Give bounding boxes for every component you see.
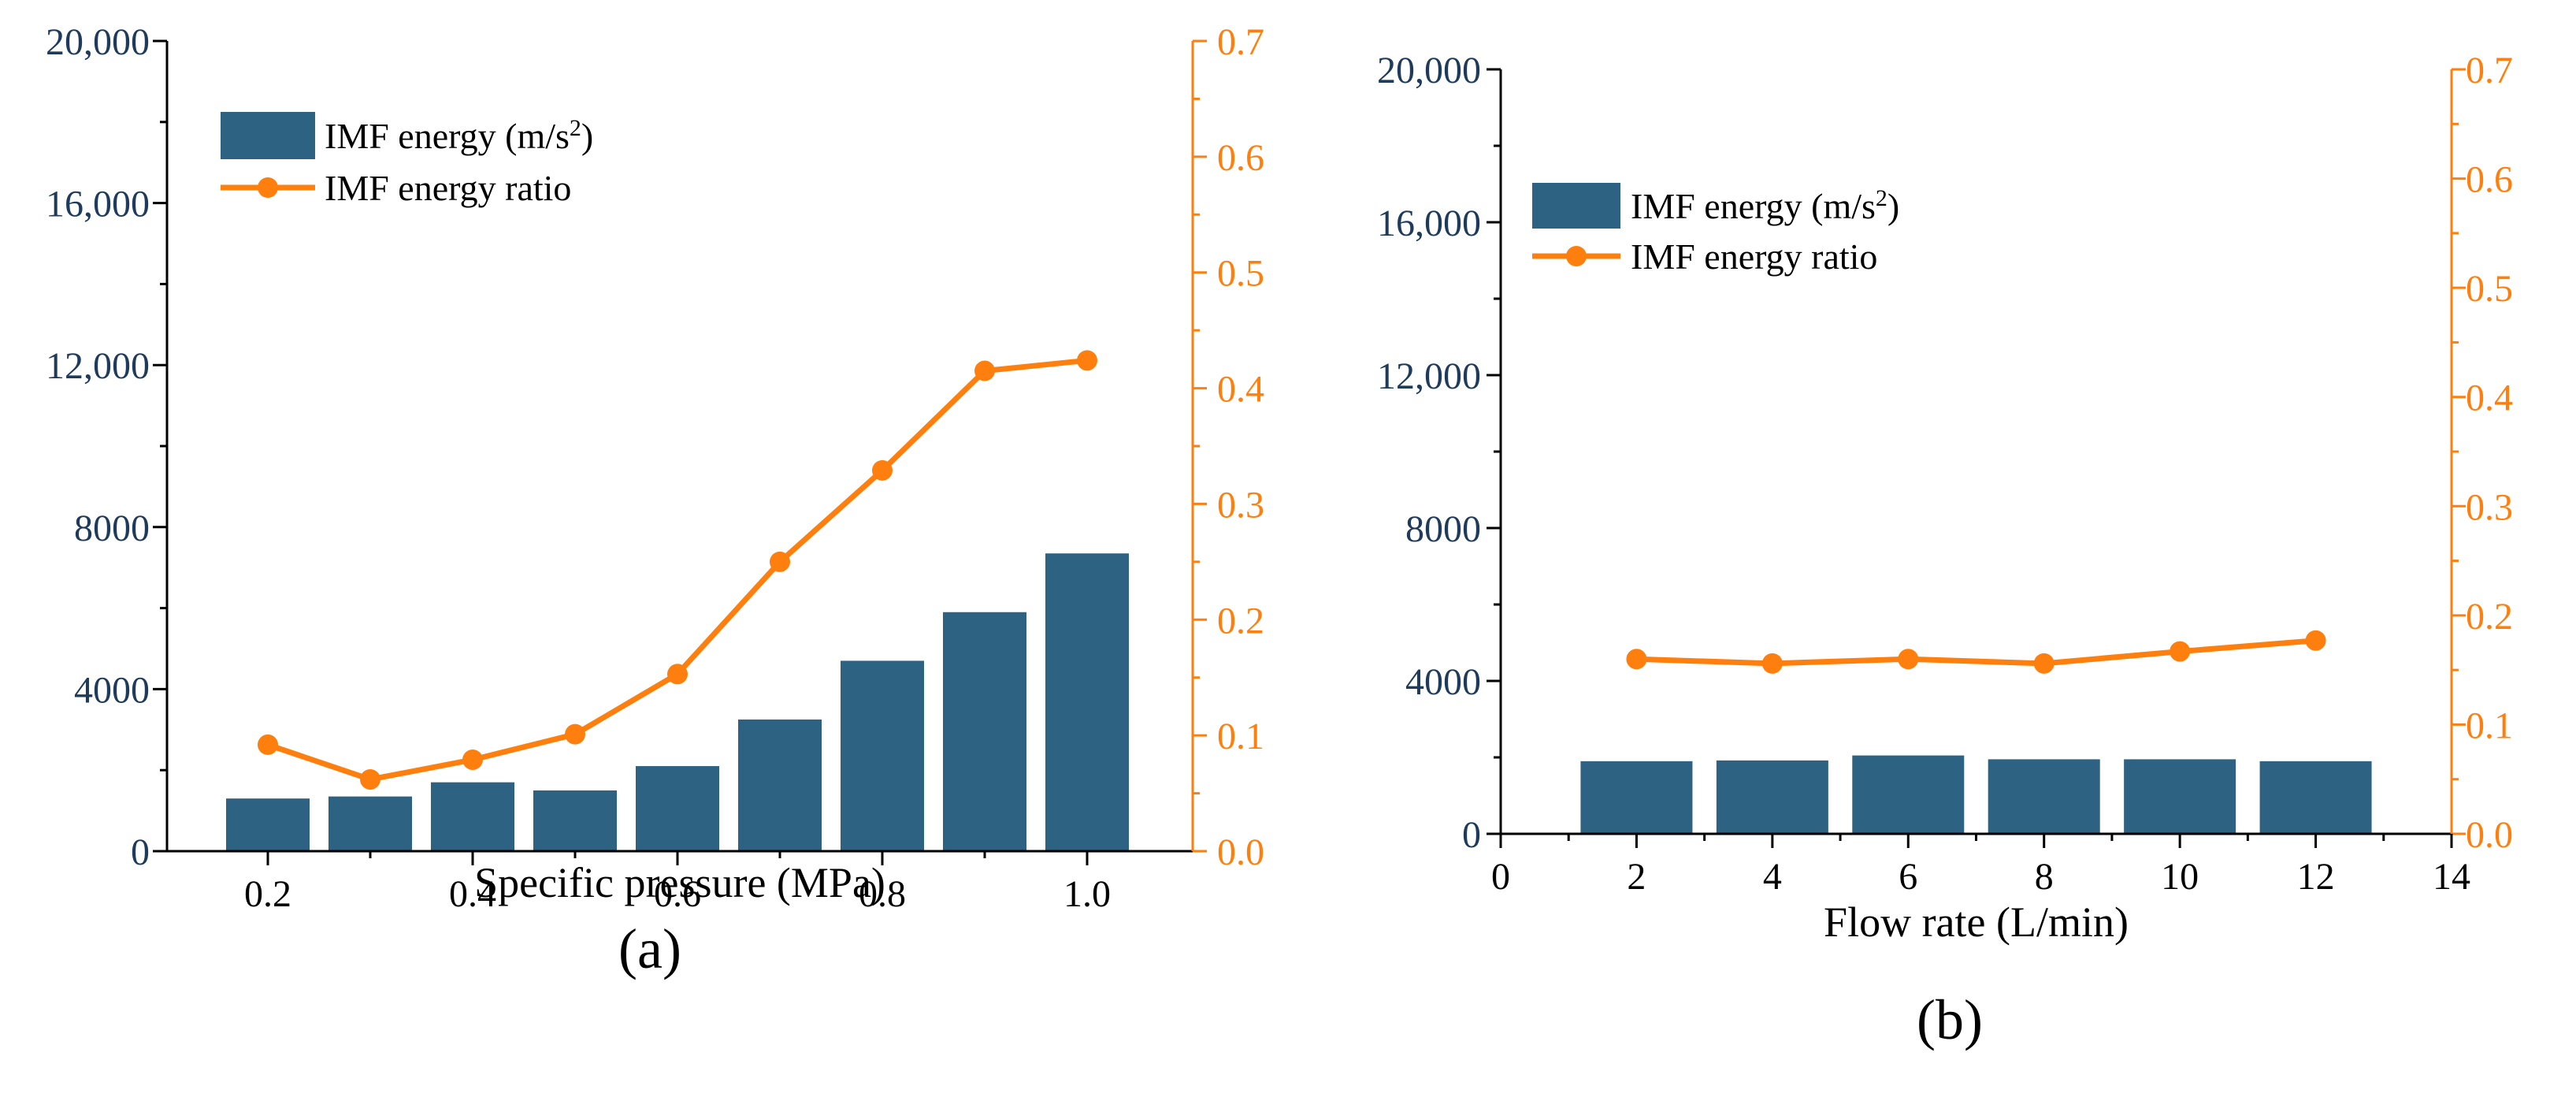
bar bbox=[1988, 759, 2100, 834]
legend-swatch-marker bbox=[1566, 246, 1587, 266]
bar bbox=[738, 719, 822, 851]
y-right-tick-label: 0.5 bbox=[2466, 268, 2513, 310]
bar bbox=[636, 766, 719, 851]
x-tick-label: 0.8 bbox=[859, 873, 906, 915]
line-point bbox=[872, 459, 893, 481]
legend-swatch-bar bbox=[221, 112, 315, 159]
x-axis-label: Specific pressure (MPa) bbox=[474, 859, 885, 906]
y-left-tick-label: 4000 bbox=[74, 669, 150, 711]
y-left-tick-label: 8000 bbox=[74, 508, 150, 549]
y-right-tick-label: 0.6 bbox=[2466, 159, 2513, 201]
bar bbox=[328, 796, 412, 851]
x-tick-label: 14 bbox=[2433, 856, 2470, 898]
series-line bbox=[1636, 638, 2316, 667]
line-point bbox=[565, 723, 585, 745]
y-left-tick-label: 8000 bbox=[1405, 508, 1481, 550]
y-right-tick-label: 0.2 bbox=[1217, 600, 1264, 642]
y-left-tick-label: 4000 bbox=[1405, 661, 1481, 703]
y-right-tick-label: 0.7 bbox=[1217, 21, 1264, 63]
chart-panel-b: 0 4000 8000 12,000 16,000 20,000 0.0 0.1 0.2 0.3 0… bbox=[1377, 50, 2513, 1051]
legend-label-energy: IMF energy (m/s2) bbox=[325, 115, 593, 157]
y-right-tick-label: 0.5 bbox=[1217, 253, 1264, 295]
x-tick-label: 0.2 bbox=[244, 873, 291, 915]
legend-swatch-marker bbox=[258, 177, 278, 198]
line-point bbox=[667, 664, 688, 685]
y-left-tick-label: 0 bbox=[1462, 814, 1481, 856]
legend-swatch-bar bbox=[1532, 183, 1620, 229]
line-point bbox=[2170, 641, 2191, 662]
x-tick-label: 12 bbox=[2297, 856, 2335, 898]
x-tick-label: 4 bbox=[1763, 856, 1782, 898]
x-tick-label: 8 bbox=[2035, 856, 2054, 898]
x-tick-label: 0.4 bbox=[449, 873, 496, 915]
x-tick-label: 1.0 bbox=[1063, 873, 1111, 915]
y-left-tick-label: 20,000 bbox=[1377, 50, 1481, 91]
legend-label-energy: IMF energy (m/s2) bbox=[1631, 185, 1899, 227]
line-point bbox=[462, 749, 483, 770]
x-tick-label: 2 bbox=[1627, 856, 1646, 898]
y-left-tick-label: 20,000 bbox=[46, 21, 150, 63]
y-right-tick-label: 0.1 bbox=[2466, 705, 2513, 746]
bar bbox=[431, 782, 514, 851]
bar bbox=[841, 660, 924, 851]
y-right-tick-label: 0.3 bbox=[1217, 484, 1264, 526]
y-left-tick-label: 16,000 bbox=[46, 184, 150, 225]
bar bbox=[2124, 759, 2236, 834]
bar bbox=[1852, 755, 1965, 834]
y-right-tick-label: 0.4 bbox=[1217, 369, 1264, 411]
line-point bbox=[2033, 653, 2054, 674]
y-right-tick-label: 0.0 bbox=[1217, 831, 1264, 873]
legend-label-ratio: IMF energy ratio bbox=[325, 168, 571, 208]
bar bbox=[1045, 553, 1129, 851]
line-point bbox=[1626, 649, 1647, 670]
x-tick-label: 0 bbox=[1491, 856, 1510, 898]
line-point bbox=[1898, 649, 1919, 670]
line-point bbox=[2305, 630, 2326, 651]
y-right-tick-label: 0.3 bbox=[2466, 486, 2513, 528]
chart-panel-a: 0 4000 8000 12,000 16,000 20,000 0.0 0.1 0.2 0.3 0… bbox=[46, 21, 1264, 980]
x-tick-label: 0.6 bbox=[654, 873, 701, 915]
y-right-tick-label: 0.7 bbox=[2466, 50, 2513, 91]
bar bbox=[533, 790, 617, 851]
legend-label-ratio: IMF energy ratio bbox=[1631, 236, 1877, 277]
y-left-tick-label: 16,000 bbox=[1377, 203, 1481, 244]
bar bbox=[226, 798, 310, 851]
y-left-tick-label: 12,000 bbox=[46, 345, 150, 387]
y-right-tick-label: 0.4 bbox=[2466, 378, 2513, 419]
x-axis-label: Flow rate (L/min) bbox=[1824, 898, 2129, 946]
bar bbox=[1580, 761, 1693, 834]
line-point bbox=[974, 360, 995, 381]
line-point bbox=[770, 551, 790, 572]
bar bbox=[1716, 760, 1828, 834]
y-left-tick-label: 0 bbox=[131, 831, 150, 873]
y-right-tick-label: 0.6 bbox=[1217, 137, 1264, 179]
bar bbox=[2259, 761, 2372, 834]
panel-label: (b) bbox=[1917, 988, 1983, 1051]
line-point bbox=[1761, 653, 1783, 674]
x-tick-label: 6 bbox=[1899, 856, 1917, 898]
line-point bbox=[360, 768, 380, 790]
line-point bbox=[1077, 350, 1097, 371]
y-right-tick-label: 0.2 bbox=[2466, 596, 2513, 638]
x-tick-label: 10 bbox=[2161, 856, 2199, 898]
bar bbox=[943, 612, 1026, 851]
y-left-tick-label: 12,000 bbox=[1377, 355, 1481, 397]
y-right-tick-label: 0.0 bbox=[2466, 814, 2513, 856]
line-point bbox=[258, 734, 278, 755]
y-right-tick-label: 0.1 bbox=[1217, 716, 1264, 757]
panel-label: (a) bbox=[618, 917, 681, 980]
